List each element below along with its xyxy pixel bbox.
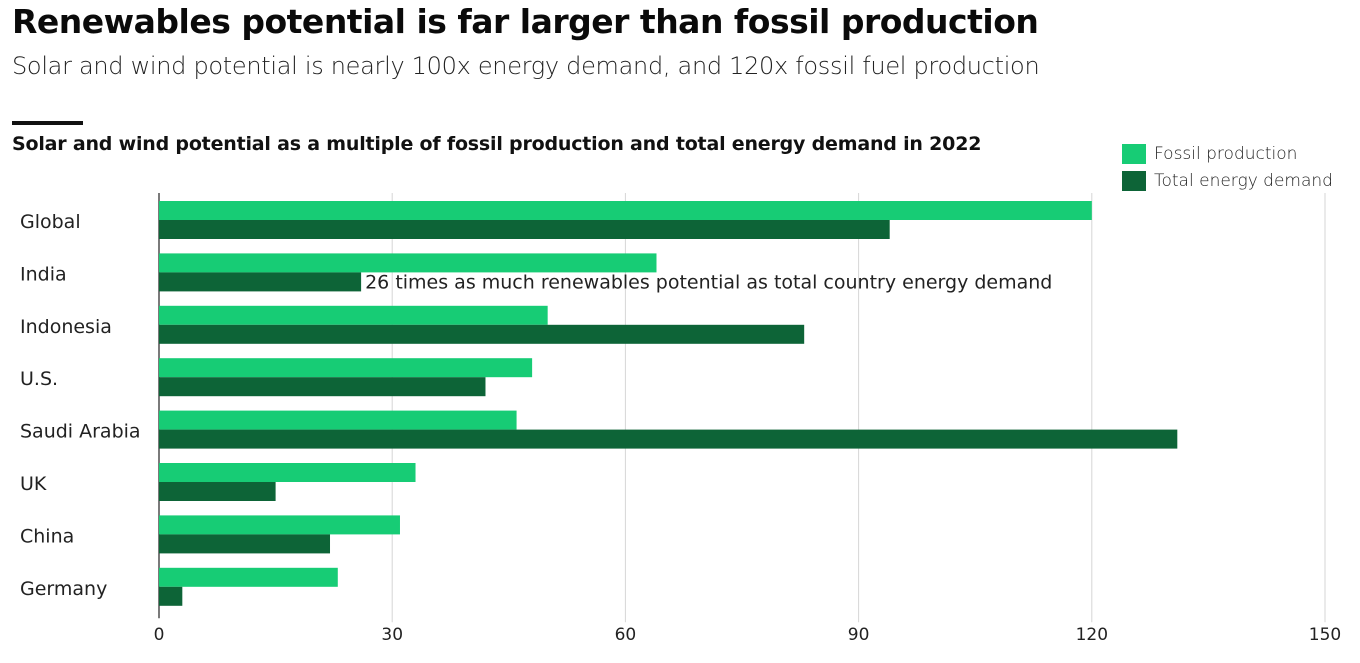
annotations: 26 times as much renewables potential as…	[365, 271, 1052, 293]
category-label-global: Global	[20, 211, 81, 233]
bar-saudi-arabia-total-energy-demand	[159, 429, 1178, 449]
bar-global-total-energy-demand	[159, 220, 890, 239]
x-tick-label-120: 120	[1076, 625, 1108, 645]
bar-indonesia-total-energy-demand	[159, 324, 805, 344]
bar-india-total-energy-demand	[159, 272, 362, 292]
bar-u-s-total-energy-demand	[159, 377, 486, 397]
bar-global-fossil-production	[159, 201, 1092, 220]
legend: Fossil production Total energy demand	[1122, 140, 1333, 194]
x-tick-label-90: 90	[848, 625, 870, 645]
legend-swatch-total-energy-demand	[1122, 170, 1146, 191]
category-label-indonesia: Indonesia	[20, 316, 112, 338]
category-labels: Global India Indonesia U.S. Saudi Arabia UK Ch…	[20, 211, 141, 600]
bar-uk-total-energy-demand	[159, 482, 276, 501]
category-label-saudi-arabia: Saudi Arabia	[20, 421, 141, 443]
bar-india-fossil-production	[159, 253, 657, 273]
bar-uk-fossil-production	[159, 463, 416, 482]
legend-swatch-fossil-production	[1122, 143, 1146, 164]
x-tick-label-0: 0	[154, 625, 165, 645]
x-tick-labels: 0 30 60 90 120 150	[154, 625, 1342, 645]
bar-germany-total-energy-demand	[159, 586, 183, 606]
bar-germany-fossil-production	[159, 567, 338, 587]
chart-title: Solar and wind potential as a multiple o…	[12, 133, 982, 155]
category-label-india: India	[20, 263, 67, 285]
annotation-value: 26	[365, 271, 395, 293]
bar-saudi-arabia-fossil-production	[159, 410, 517, 430]
legend-label: Fossil production	[1154, 143, 1298, 164]
legend-item-total-energy-demand: Total energy demand	[1122, 167, 1333, 194]
bar-indonesia-fossil-production	[159, 305, 548, 325]
category-label-uk: UK	[20, 473, 47, 495]
legend-item-fossil-production: Fossil production	[1122, 140, 1333, 167]
page-title: Renewables potential is far larger than …	[12, 2, 1039, 41]
page-subtitle: Solar and wind potential is nearly 100x …	[12, 52, 1040, 80]
annotation-text: times as much renewables potential as to…	[395, 271, 1052, 293]
bars	[159, 201, 1178, 606]
bar-china-fossil-production	[159, 515, 400, 535]
x-tick-label-150: 150	[1309, 625, 1341, 645]
bar-u-s-fossil-production	[159, 358, 533, 378]
category-label-china: China	[20, 525, 74, 547]
bar-china-total-energy-demand	[159, 534, 331, 554]
title-rule	[12, 121, 83, 125]
category-label-germany: Germany	[20, 578, 107, 600]
x-tick-label-60: 60	[615, 625, 637, 645]
annotation-india: 26 times as much renewables potential as…	[365, 271, 1052, 293]
x-tick-label-30: 30	[381, 625, 403, 645]
legend-label: Total energy demand	[1154, 170, 1333, 191]
category-label-u-s: U.S.	[20, 368, 58, 390]
